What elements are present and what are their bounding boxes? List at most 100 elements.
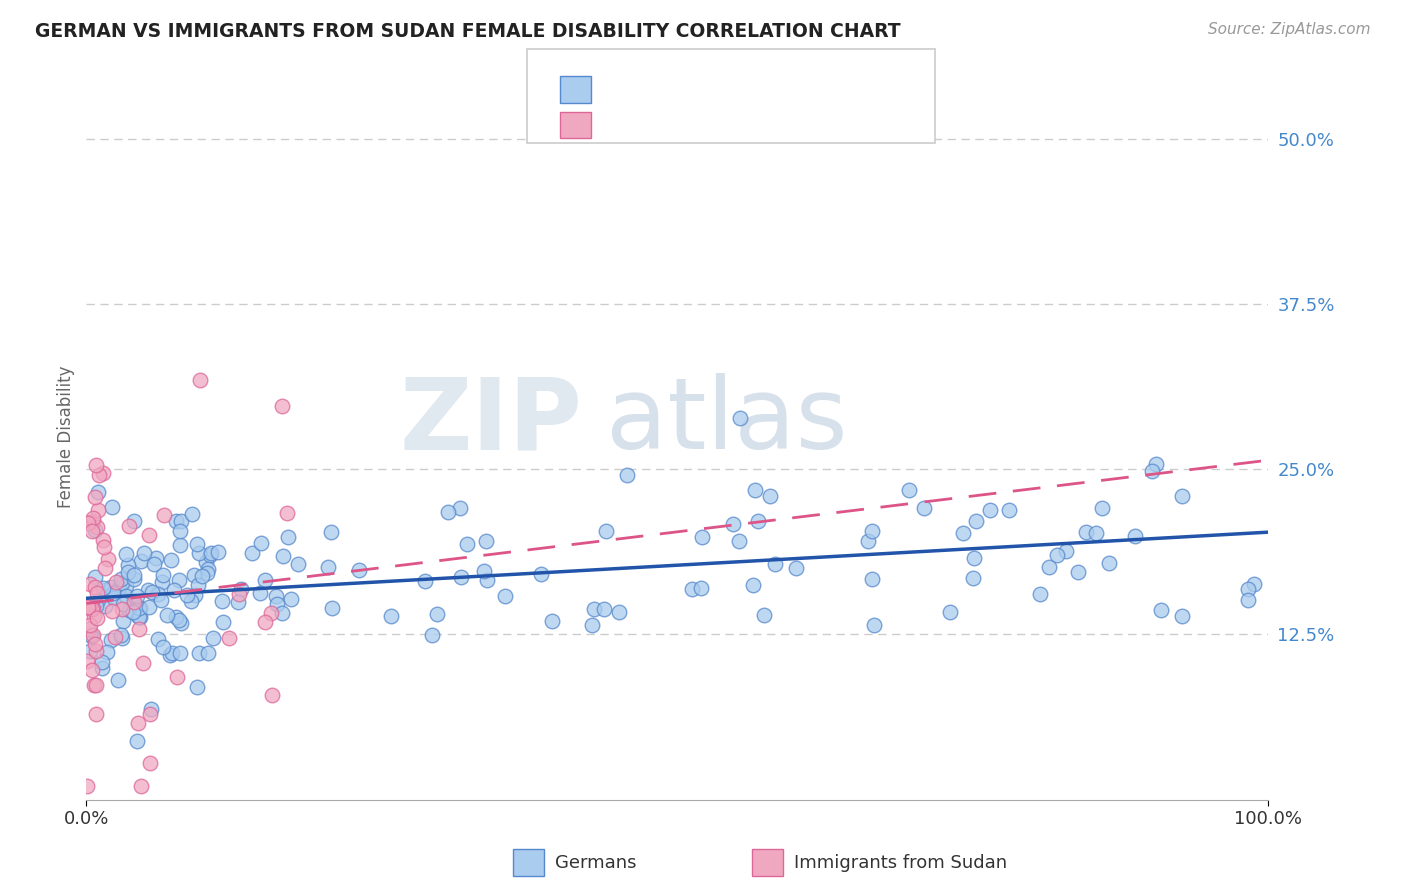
Point — [96, 644, 118, 658]
Point — [260, 688, 283, 702]
Point — [197, 646, 219, 660]
Point — [474, 564, 496, 578]
Point — [169, 515, 191, 529]
Point — [160, 646, 183, 660]
Point — [100, 604, 122, 618]
Point — [176, 588, 198, 602]
Point — [138, 756, 160, 771]
Point — [146, 587, 169, 601]
Point — [180, 594, 202, 608]
Point — [83, 678, 105, 692]
Point — [83, 570, 105, 584]
Point — [607, 605, 630, 619]
Point — [127, 589, 149, 603]
Point — [76, 599, 98, 614]
Text: 0.282: 0.282 — [643, 80, 700, 98]
Text: N =: N = — [699, 116, 751, 134]
Point — [785, 560, 807, 574]
Point — [146, 632, 169, 646]
Point — [316, 560, 339, 574]
Text: Germans: Germans — [555, 854, 637, 871]
Point — [122, 594, 145, 608]
Point — [1084, 526, 1107, 541]
Point — [723, 517, 745, 532]
Point — [187, 578, 209, 592]
Point — [80, 602, 103, 616]
Point — [856, 534, 879, 549]
Point — [1237, 582, 1260, 596]
Point — [763, 557, 786, 571]
Point — [100, 580, 122, 594]
Point — [138, 599, 160, 614]
Point — [101, 586, 124, 600]
Point — [87, 485, 110, 500]
Point — [1076, 524, 1098, 539]
Point — [1054, 544, 1077, 558]
Point — [963, 550, 986, 565]
Point — [139, 702, 162, 716]
Point — [962, 571, 984, 585]
Point — [141, 585, 163, 599]
Point — [76, 780, 98, 794]
Point — [187, 546, 209, 560]
Point — [124, 568, 146, 582]
Point — [117, 558, 139, 572]
Point — [250, 535, 273, 549]
Point — [181, 507, 204, 521]
Point — [82, 514, 104, 528]
Point — [79, 597, 101, 611]
Point — [128, 622, 150, 636]
Text: R =: R = — [607, 80, 652, 98]
Point — [149, 592, 172, 607]
Point — [494, 589, 516, 603]
Point — [939, 605, 962, 619]
Point — [186, 681, 208, 695]
Point — [93, 540, 115, 554]
Point — [110, 572, 132, 586]
Point — [276, 506, 298, 520]
Point — [86, 519, 108, 533]
Point — [249, 586, 271, 600]
Point — [152, 568, 174, 582]
Point — [183, 568, 205, 582]
Point — [420, 627, 443, 641]
Point — [287, 557, 309, 571]
Point — [79, 627, 101, 641]
Point — [280, 591, 302, 606]
Point — [76, 516, 98, 531]
Text: 57: 57 — [741, 116, 766, 134]
Point — [82, 511, 104, 525]
Point — [450, 570, 472, 584]
Point — [152, 640, 174, 655]
Point — [111, 597, 134, 611]
Point — [84, 490, 107, 504]
Point — [129, 780, 152, 794]
Point — [169, 538, 191, 552]
Point — [167, 613, 190, 627]
Point — [1090, 501, 1112, 516]
Point — [94, 561, 117, 575]
Point — [112, 614, 135, 628]
Point — [347, 563, 370, 577]
Point — [124, 572, 146, 586]
Point — [142, 557, 165, 571]
Point — [1150, 603, 1173, 617]
Point — [83, 581, 105, 595]
Point — [128, 601, 150, 615]
Point — [426, 607, 449, 621]
Point — [86, 706, 108, 721]
Point — [165, 610, 187, 624]
Point — [1028, 587, 1050, 601]
Point — [195, 555, 218, 569]
Point — [104, 630, 127, 644]
Point — [912, 500, 935, 515]
Point — [100, 633, 122, 648]
Point — [240, 546, 263, 560]
Point — [138, 527, 160, 541]
Point — [1123, 529, 1146, 543]
Point — [413, 574, 436, 588]
Point — [159, 648, 181, 662]
Point — [226, 594, 249, 608]
Point — [111, 631, 134, 645]
Point — [966, 514, 988, 528]
